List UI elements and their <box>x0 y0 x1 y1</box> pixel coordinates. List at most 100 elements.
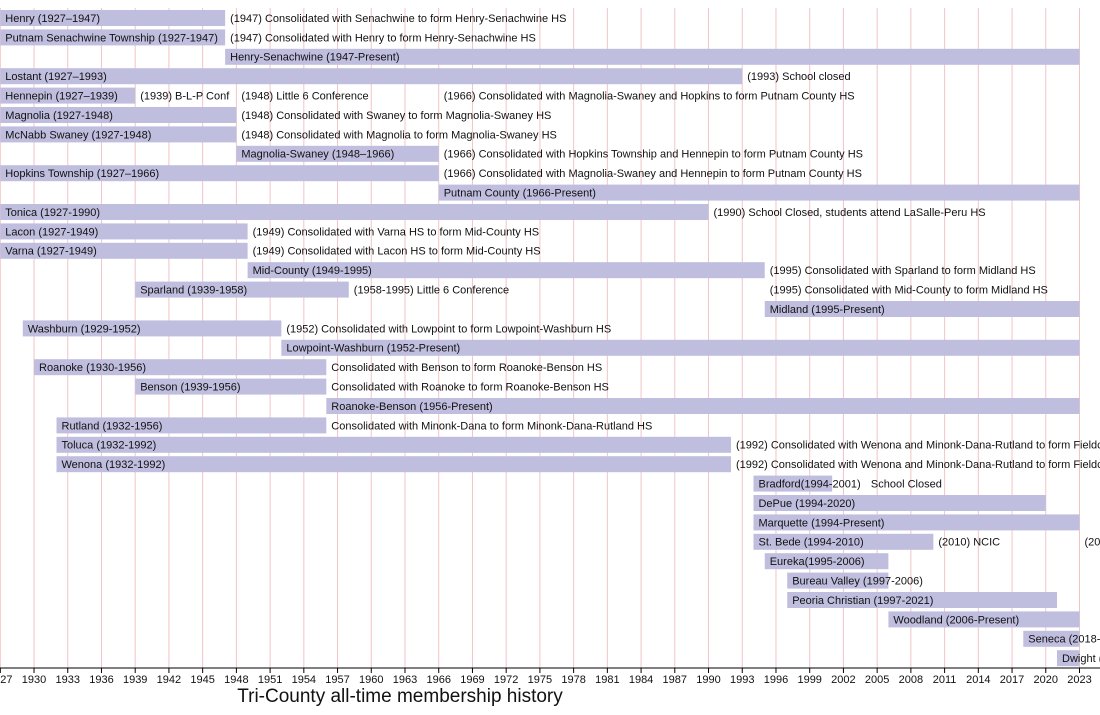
bar <box>247 262 765 279</box>
bar-label: St. Bede (1994-2010) <box>758 537 863 549</box>
bar-label: Magnolia (1927-1948) <box>5 110 113 122</box>
x-tick-label: 1984 <box>629 674 653 686</box>
bar <box>0 223 248 240</box>
x-tick-label: 1948 <box>224 674 248 686</box>
annotation: (1990) School Closed, students attend La… <box>714 207 986 219</box>
bar <box>0 10 226 26</box>
annotation: School Closed <box>871 479 942 491</box>
bar <box>326 398 1080 414</box>
bar <box>1023 630 1080 647</box>
bar <box>0 68 743 85</box>
annotation: (20 <box>1085 537 1100 549</box>
bar-label: Rutland (1932-1956) <box>62 420 163 432</box>
bar <box>764 301 1080 317</box>
bar <box>753 495 1046 511</box>
bar-label: Bradford(1994-2001) <box>758 479 860 491</box>
bar-label: Dwight ( <box>1062 653 1100 665</box>
annotation: (1948) Consolidated with Swaney to form … <box>241 110 551 122</box>
bar-label: Lowpoint-Washburn (1952-Present) <box>286 343 460 355</box>
x-tick-label: 1933 <box>56 674 80 686</box>
x-tick-label: 2002 <box>831 674 855 686</box>
annotation: (1993) School closed <box>747 71 850 83</box>
annotation: (1947) Consolidated with Henry to form H… <box>230 32 536 44</box>
x-tick-label: 1978 <box>561 674 585 686</box>
x-tick-label: 1957 <box>325 674 349 686</box>
x-tick-label: 1927 <box>0 674 13 686</box>
bar <box>0 165 439 182</box>
x-tick-label: 1975 <box>528 674 552 686</box>
x-tick-label: 1954 <box>292 674 316 686</box>
bar-label: Henry (1927–1947) <box>5 13 100 25</box>
bar <box>34 359 327 376</box>
bar <box>787 572 889 589</box>
x-tick-label: 2011 <box>933 674 957 686</box>
bar <box>0 107 237 123</box>
annotation: (1939) B-L-P Conf <box>140 91 230 103</box>
bar-label: Tonica (1927-1990) <box>5 207 100 219</box>
annotation: (1992) Consolidated with Wenona and Mino… <box>736 459 1100 471</box>
annotation: (1992) Consolidated with Wenona and Mino… <box>736 440 1100 452</box>
bar <box>135 281 349 298</box>
bar-label: DePue (1994-2020) <box>758 498 855 510</box>
bar-label: Marquette (1994-Present) <box>758 517 884 529</box>
annotation: (1966) Consolidated with Magnolia-Swaney… <box>444 168 862 180</box>
bar <box>0 126 237 143</box>
bar <box>0 242 248 259</box>
x-tick-label: 1936 <box>89 674 113 686</box>
bar <box>225 48 1080 65</box>
bar <box>0 29 226 46</box>
bar-label: Roanoke (1930-1956) <box>39 362 146 374</box>
bar <box>753 514 1080 531</box>
x-tick-label: 1987 <box>663 674 687 686</box>
bar-label: McNabb Swaney (1927-1948) <box>5 129 151 141</box>
bar-label: Hopkins Township (1927–1966) <box>5 168 159 180</box>
x-tick-label: 2017 <box>1000 674 1024 686</box>
annotation: Consolidated with Roanoke to form Roanok… <box>331 382 609 394</box>
bar <box>753 475 833 492</box>
annotation: (1952) Consolidated with Lowpoint to for… <box>286 323 611 335</box>
annotation: (1949) Consolidated with Lacon HS to for… <box>253 246 541 258</box>
bar-label: Benson (1939-1956) <box>140 382 240 394</box>
bar-label: Putnam County (1966-Present) <box>444 188 596 200</box>
bar-label: Hennepin (1927–1939) <box>5 91 118 103</box>
x-tick-label: 2023 <box>1067 674 1091 686</box>
bar-label: Seneca (2018-F <box>1028 634 1100 646</box>
bar-label: Eureka(1995-2006) <box>770 556 865 568</box>
bar <box>56 417 327 434</box>
bar <box>56 456 732 473</box>
annotation: (1995) Consolidated with Mid-County to f… <box>770 285 1048 297</box>
bar <box>438 184 1080 201</box>
chart-title: Tri-County all-time membership history <box>237 686 563 707</box>
bar-label: Roanoke-Benson (1956-Present) <box>331 401 492 413</box>
bar-label: Toluca (1932-1992) <box>62 440 157 452</box>
bar-label: Peoria Christian (1997-2021) <box>792 595 933 607</box>
bar <box>22 320 282 337</box>
annotation: (1948) Consolidated with Magnolia to for… <box>241 129 557 141</box>
x-tick-label: 2008 <box>899 674 923 686</box>
x-tick-label: 1996 <box>764 674 788 686</box>
bar <box>787 592 1058 608</box>
bar-label: Bureau Valley (1997-2006) <box>792 576 923 588</box>
bar-label: Varna (1927-1949) <box>5 246 97 258</box>
x-tick-label: 2020 <box>1034 674 1058 686</box>
annotation: (1995) Consolidated with Sparland to for… <box>770 265 1036 277</box>
bar-label: Lacon (1927-1949) <box>5 226 98 238</box>
x-tick-label: 1951 <box>258 674 282 686</box>
annotation: (1947) Consolidated with Senachwine to f… <box>230 13 566 25</box>
bar <box>281 339 1080 356</box>
x-tick-label: 1990 <box>696 674 720 686</box>
x-tick-label: 2014 <box>966 674 990 686</box>
annotation: Consolidated with Minonk-Dana to form Mi… <box>331 420 652 432</box>
bar-label: Washburn (1929-1952) <box>28 323 141 335</box>
x-tick-label: 1939 <box>123 674 147 686</box>
bar-label: Midland (1995-Present) <box>770 304 885 316</box>
bar <box>1057 650 1080 667</box>
bar <box>56 436 732 453</box>
x-tick-label: 1930 <box>22 674 46 686</box>
bar <box>236 145 439 162</box>
x-tick-label: 1966 <box>426 674 450 686</box>
x-tick-label: 1969 <box>460 674 484 686</box>
x-tick-label: 1972 <box>494 674 518 686</box>
bar-label: Lostant (1927–1993) <box>5 71 107 83</box>
bar-label: Putnam Senachwine Township (1927-1947) <box>5 32 218 44</box>
